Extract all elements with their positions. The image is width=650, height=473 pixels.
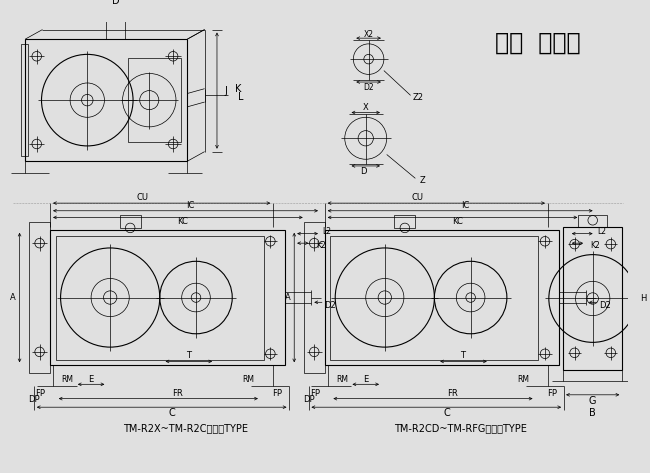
Text: FR: FR [172,389,183,398]
Text: E: E [363,375,369,384]
Bar [563,227,622,370]
Bar [29,222,50,373]
Text: 二段  直交轴: 二段 直交轴 [495,31,580,55]
Text: K: K [235,84,241,94]
Text: A: A [10,293,16,302]
Text: FP: FP [36,389,46,398]
Text: Z2: Z2 [413,93,424,102]
Text: T: T [186,351,191,360]
Text: DP: DP [28,395,40,404]
Text: RM: RM [336,375,348,384]
Text: IC: IC [461,201,469,210]
Text: FP: FP [310,389,320,398]
Bar [578,215,607,227]
Text: K2: K2 [591,241,601,250]
Bar [25,39,187,161]
Bar [21,44,28,157]
Text: FP: FP [547,389,556,398]
Text: FR: FR [447,389,458,398]
Text: K2: K2 [316,241,326,250]
Text: B: B [590,408,596,418]
Text: C: C [169,408,176,418]
Bar [330,236,538,359]
Bar [395,215,415,228]
Text: C: C [443,408,450,418]
Text: KC: KC [452,217,463,226]
Text: FP: FP [272,389,282,398]
Text: L2: L2 [597,227,606,236]
Text: Z: Z [420,176,426,185]
Text: CU: CU [136,193,149,202]
Bar [128,58,181,142]
Text: A: A [285,293,291,302]
Bar [56,236,264,359]
Text: CU: CU [411,193,423,202]
Bar [120,215,140,228]
Text: T: T [460,351,465,360]
Text: IC: IC [186,201,194,210]
Text: H: H [640,294,647,303]
Text: L2: L2 [322,227,331,236]
Text: RM: RM [517,375,529,384]
Text: D2: D2 [599,301,611,310]
Text: X2: X2 [363,30,374,39]
Text: D2: D2 [324,301,336,310]
Text: TM-R2CD~TM-RFG适用此TYPE: TM-R2CD~TM-RFG适用此TYPE [394,423,526,433]
Text: RM: RM [61,375,73,384]
Text: TM-R2X~TM-R2C适用此TYPE: TM-R2X~TM-R2C适用此TYPE [123,423,248,433]
Bar [325,230,559,365]
Bar [50,230,285,365]
Text: DP: DP [303,395,315,404]
Text: E: E [88,375,94,384]
Text: RM: RM [242,375,254,384]
Text: G: G [589,396,597,406]
Text: L: L [238,92,244,102]
Text: X: X [363,103,369,112]
Text: D: D [112,0,120,6]
Bar [304,222,325,373]
Text: KC: KC [177,217,188,226]
Text: J: J [224,86,227,96]
Text: D2: D2 [363,83,374,92]
Text: D: D [361,167,367,176]
